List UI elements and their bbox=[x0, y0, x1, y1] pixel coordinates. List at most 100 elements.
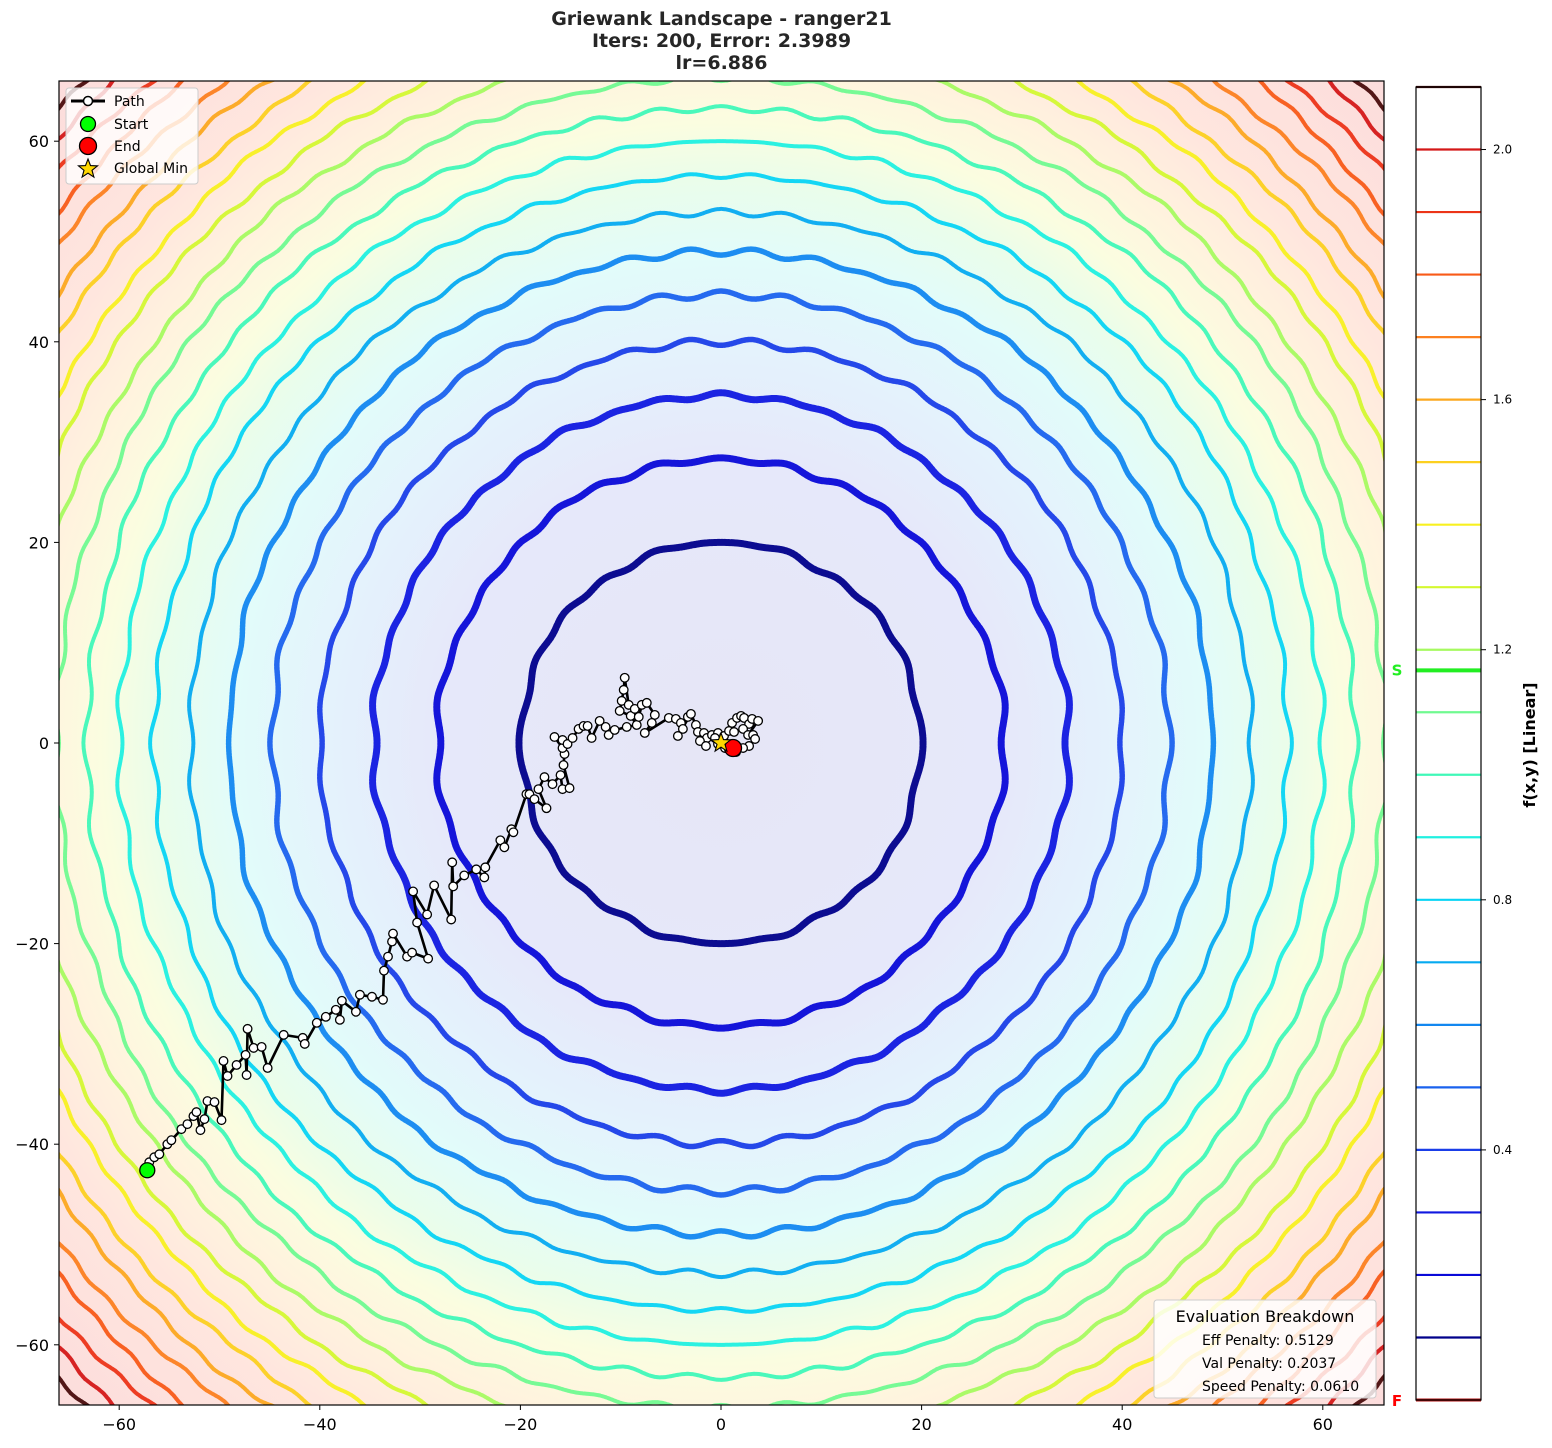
colorbar: 0.4 0.8 1.2 1.6 2.0 S F f(x,y) [Linear] bbox=[1392, 85, 1539, 1410]
path-point bbox=[621, 722, 632, 732]
y-tick-label: 40 bbox=[29, 333, 49, 352]
legend-label-end: End bbox=[114, 139, 141, 155]
colorbar-final-marker: F bbox=[1392, 1392, 1402, 1410]
x-tick-label: 40 bbox=[1112, 1415, 1132, 1434]
path-point bbox=[471, 864, 482, 875]
path-point bbox=[609, 725, 620, 735]
path-marker-icon bbox=[82, 95, 94, 107]
x-tick-label: 0 bbox=[716, 1415, 726, 1434]
colorbar-frame bbox=[1415, 86, 1482, 1401]
path-point bbox=[241, 1070, 252, 1080]
path-point bbox=[336, 995, 347, 1006]
path-point bbox=[541, 803, 552, 814]
path-point bbox=[646, 717, 657, 728]
path-point bbox=[547, 779, 558, 790]
contour-level bbox=[433, 454, 1009, 1032]
colorbar-start-marker: S bbox=[1392, 661, 1403, 679]
contour-level bbox=[148, 172, 1294, 1314]
y-tick-label: 60 bbox=[29, 132, 49, 151]
path-point bbox=[191, 1107, 202, 1118]
path-point bbox=[594, 715, 605, 726]
path-point bbox=[618, 684, 629, 695]
path-point bbox=[564, 783, 575, 794]
y-tick-label: 0 bbox=[39, 734, 49, 753]
contour-level bbox=[59, 81, 1384, 1405]
path-point bbox=[378, 994, 388, 1005]
path-point bbox=[600, 722, 611, 732]
path-point bbox=[222, 1071, 233, 1081]
y-tick-label: −40 bbox=[15, 1135, 49, 1154]
legend-label-path: Path bbox=[114, 94, 145, 110]
path-point bbox=[582, 720, 593, 731]
path-point bbox=[447, 857, 458, 868]
colorbar-tick-label: 1.2 bbox=[1493, 643, 1512, 657]
path-point bbox=[182, 1119, 193, 1130]
colorbar-tick-label: 1.6 bbox=[1493, 393, 1512, 407]
y-tick-label: −60 bbox=[15, 1336, 49, 1355]
path-point bbox=[479, 872, 490, 883]
x-tick-label: −60 bbox=[102, 1415, 136, 1434]
contour-level bbox=[369, 389, 1073, 1097]
path-point bbox=[558, 760, 569, 771]
contour-level bbox=[115, 139, 1327, 1347]
y-tick-label: −20 bbox=[15, 935, 49, 954]
contour-level bbox=[187, 206, 1255, 1280]
path-point bbox=[422, 909, 433, 920]
contour-level bbox=[267, 288, 1175, 1198]
path-point bbox=[199, 1114, 210, 1125]
legend-entry-global-min: Global Min bbox=[77, 157, 188, 179]
path-point bbox=[354, 989, 365, 1000]
legend-label-global-min: Global Min bbox=[114, 161, 188, 177]
star-icon bbox=[77, 157, 99, 179]
chart-title: Griewank Landscape - ranger21 Iters: 200… bbox=[0, 8, 1443, 74]
x-tick-label: −20 bbox=[504, 1415, 538, 1434]
colorbar-ticks: 0.4 0.8 1.2 1.6 2.0 bbox=[1481, 143, 1512, 1157]
path-point bbox=[729, 727, 739, 737]
legend-box bbox=[65, 87, 199, 185]
end-circle-icon bbox=[78, 136, 98, 156]
path-point bbox=[248, 1042, 259, 1053]
contour-level bbox=[515, 538, 927, 948]
path-point bbox=[529, 794, 540, 805]
path-point bbox=[334, 1014, 345, 1025]
path-markers bbox=[139, 731, 743, 1179]
path-point bbox=[262, 1063, 273, 1073]
path-point bbox=[677, 724, 688, 734]
title-line-1: Griewank Landscape - ranger21 bbox=[551, 8, 892, 30]
path-point bbox=[701, 741, 711, 751]
path-point bbox=[166, 1135, 177, 1146]
contour-level bbox=[317, 336, 1125, 1150]
path-point bbox=[614, 705, 625, 716]
start-circle-icon bbox=[79, 115, 97, 133]
path-point bbox=[750, 734, 761, 744]
path-point bbox=[586, 733, 597, 743]
path-point bbox=[539, 772, 550, 783]
start-marker bbox=[139, 1162, 156, 1179]
path-point bbox=[619, 672, 630, 683]
colorbar-label: f(x,y) [Linear] bbox=[1520, 682, 1539, 807]
val-penalty: Val Penalty: 0.2037 bbox=[1202, 1356, 1336, 1372]
global-min-star-icon bbox=[710, 731, 732, 753]
legend-label-start: Start bbox=[114, 117, 149, 133]
path-point bbox=[753, 715, 764, 726]
path-point bbox=[408, 886, 419, 897]
path-point bbox=[278, 1029, 289, 1040]
path-point bbox=[508, 827, 519, 838]
path-point bbox=[240, 1049, 251, 1060]
path-point bbox=[555, 770, 566, 781]
x-tick-label: −40 bbox=[303, 1415, 337, 1434]
x-tick-label: 20 bbox=[911, 1415, 931, 1434]
path-point bbox=[459, 870, 470, 881]
y-tick-label: 20 bbox=[29, 533, 49, 552]
path-point bbox=[383, 951, 393, 962]
path-point bbox=[567, 733, 578, 743]
path-point bbox=[633, 711, 644, 722]
speed-penalty: Speed Penalty: 0.0610 bbox=[1202, 1379, 1359, 1395]
path-point bbox=[412, 917, 423, 928]
evaluation-breakdown: Evaluation Breakdown Eff Penalty: 0.5129… bbox=[1153, 1299, 1377, 1399]
path-point bbox=[320, 1011, 331, 1022]
path-point bbox=[256, 1041, 267, 1052]
path-point bbox=[367, 991, 377, 1002]
